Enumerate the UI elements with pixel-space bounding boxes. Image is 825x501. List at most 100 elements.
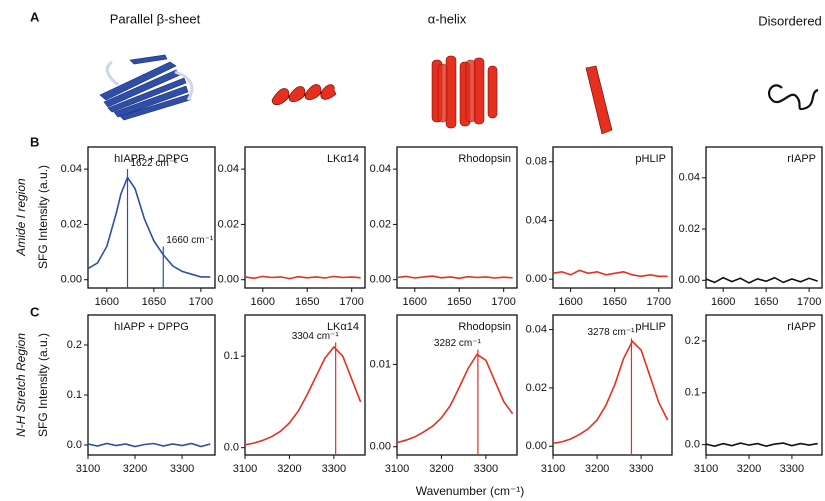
- beta-sheet-illustration: [99, 54, 194, 121]
- x-tick-label: 3300: [629, 463, 653, 475]
- spectrum-line: [396, 275, 513, 280]
- peak-annotation: 3282 cm⁻¹: [434, 338, 482, 349]
- y-tick-label: 0.00: [370, 274, 391, 286]
- spectrum-line: [244, 275, 361, 280]
- spectrum-line: [244, 345, 362, 446]
- plot-frame: [552, 314, 673, 456]
- chart-title: hIAPP + DPPG: [114, 153, 189, 165]
- x-tick-label: 1650: [142, 296, 166, 308]
- row-label: N-H Stretch Region: [14, 333, 28, 437]
- peak-annotation: 1660 cm⁻¹: [166, 235, 214, 246]
- x-tick-label: 1650: [754, 296, 778, 308]
- x-tick-label: 1600: [403, 296, 427, 308]
- peak-annotation: 3304 cm⁻¹: [292, 331, 340, 342]
- x-tick-label: 1700: [339, 296, 363, 308]
- x-tick-label: 3200: [277, 463, 301, 475]
- plot-frame: [705, 314, 823, 456]
- y-tick-label: 0.00: [61, 274, 82, 286]
- class-label: Disordered: [758, 13, 822, 28]
- y-tick-label: 0.2: [67, 339, 82, 351]
- x-tick-label: 3300: [170, 463, 194, 475]
- row-label: Amide I region: [14, 178, 28, 257]
- plot-frame: [244, 146, 366, 289]
- plot-frame: [396, 146, 518, 289]
- x-axis-label: Wavenumber (cm⁻¹): [416, 484, 525, 498]
- chart-title: pHLIP: [635, 153, 666, 165]
- x-tick-label: 1650: [295, 296, 319, 308]
- x-tick-label: 1650: [447, 296, 471, 308]
- panel-label: B: [30, 134, 39, 149]
- chart-title: rIAPP: [787, 153, 816, 165]
- x-tick-label: 1700: [491, 296, 515, 308]
- panel-label: C: [30, 304, 40, 319]
- y-tick-label: 0.1: [224, 350, 239, 362]
- plot-frame: [244, 314, 366, 456]
- y-tick-label: 0.04: [370, 163, 391, 175]
- x-tick-label: 1600: [95, 296, 119, 308]
- x-tick-label: 3300: [474, 463, 498, 475]
- spectrum-line: [552, 339, 669, 445]
- class-label: Parallel β-sheet: [110, 11, 201, 26]
- x-tick-label: 3300: [780, 463, 804, 475]
- y-tick-label: 0.00: [370, 441, 391, 453]
- chart-title: Rhodopsin: [458, 321, 511, 333]
- y-tick-label: 0.1: [685, 387, 700, 399]
- class-label: α-helix: [428, 11, 467, 26]
- x-tick-label: 1600: [711, 296, 735, 308]
- chart-title: hIAPP + DPPG: [114, 321, 189, 333]
- panel-label: A: [30, 9, 40, 24]
- chart-title: pHLIP: [635, 321, 666, 333]
- x-tick-label: 3100: [76, 463, 100, 475]
- spectrum-line: [705, 276, 818, 284]
- y-tick-label: 0.04: [61, 163, 82, 175]
- y-axis-label: SFG Intensity (a.u.): [36, 165, 50, 269]
- y-tick-label: 0.02: [61, 218, 82, 230]
- disordered-illustration: [767, 84, 819, 111]
- x-tick-label: 3100: [694, 463, 718, 475]
- x-tick-label: 3200: [123, 463, 147, 475]
- y-tick-label: 0.02: [370, 218, 391, 230]
- spectrum-line: [87, 175, 211, 278]
- y-tick-label: 0.04: [526, 214, 547, 226]
- x-tick-label: 3200: [429, 463, 453, 475]
- x-tick-label: 1700: [797, 296, 821, 308]
- x-tick-label: 1700: [189, 296, 213, 308]
- x-tick-label: 1650: [602, 296, 626, 308]
- plot-frame: [87, 146, 216, 289]
- x-tick-label: 1600: [558, 296, 582, 308]
- spectrum-line: [87, 442, 211, 448]
- y-tick-label: 0.08: [526, 156, 547, 168]
- spectrum-line: [552, 269, 668, 278]
- y-tick-label: 0.02: [526, 382, 547, 394]
- helix-illustration: [585, 65, 613, 135]
- y-tick-label: 0.2: [685, 335, 700, 347]
- y-tick-label: 0.0: [224, 442, 239, 454]
- y-tick-label: 0.1: [67, 389, 82, 401]
- plot-frame: [705, 146, 823, 289]
- helix-bundle-illustration: [431, 55, 498, 129]
- plot-frame: [87, 314, 216, 456]
- y-tick-label: 0.00: [526, 440, 547, 452]
- y-tick-label: 0.00: [679, 274, 700, 286]
- chart-title: LKα14: [327, 321, 359, 333]
- y-tick-label: 0.00: [218, 274, 239, 286]
- y-tick-label: 0.0: [685, 439, 700, 451]
- plot-frame: [396, 314, 518, 456]
- chart-title: rIAPP: [787, 321, 816, 333]
- x-tick-label: 3300: [322, 463, 346, 475]
- y-tick-label: 0.04: [526, 323, 547, 335]
- x-tick-label: 3100: [233, 463, 257, 475]
- x-tick-label: 3100: [541, 463, 565, 475]
- y-tick-label: 0.02: [218, 218, 239, 230]
- y-axis-label: SFG Intensity (a.u.): [36, 333, 50, 437]
- spectrum-line: [705, 442, 818, 448]
- y-tick-label: 0.04: [218, 163, 239, 175]
- helix-illustration: [271, 84, 337, 106]
- peak-annotation: 1622 cm⁻¹: [131, 158, 179, 169]
- y-tick-label: 0.00: [526, 273, 547, 285]
- y-tick-label: 0.04: [679, 172, 700, 184]
- chart-title: LKα14: [327, 153, 359, 165]
- y-tick-label: 0.0: [67, 439, 82, 451]
- chart-title: Rhodopsin: [458, 153, 511, 165]
